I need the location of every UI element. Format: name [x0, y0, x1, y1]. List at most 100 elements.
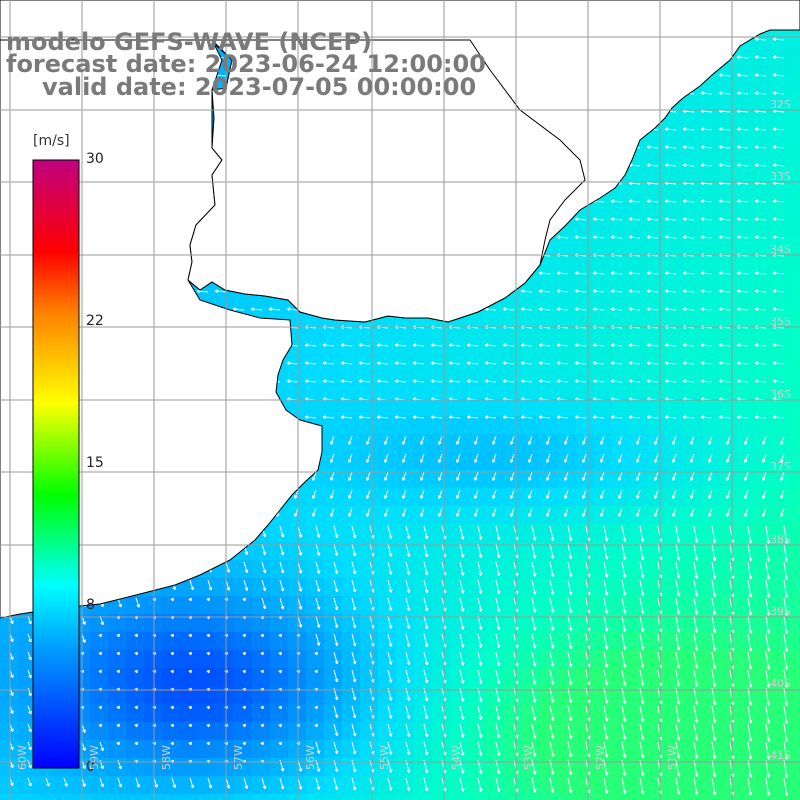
wind-arrow-head	[664, 217, 669, 220]
speed-cell	[702, 254, 720, 272]
wind-arrow-head	[682, 163, 687, 166]
speed-cell	[180, 668, 198, 686]
speed-cell	[378, 650, 396, 668]
speed-cell	[450, 776, 468, 794]
speed-cell	[738, 308, 756, 326]
wind-arrow-head	[628, 415, 633, 418]
wind-arrow	[737, 146, 749, 149]
speed-cell	[504, 416, 522, 434]
speed-cell	[648, 668, 666, 686]
wind-arrow-head	[322, 361, 327, 364]
speed-cell	[180, 776, 198, 794]
wind-arrow-head	[304, 361, 309, 364]
wind-arrow-head	[520, 397, 525, 400]
speed-cell	[144, 794, 162, 800]
wind-arrow-head	[682, 415, 687, 418]
wind-arrow	[773, 308, 785, 311]
speed-cell	[594, 254, 612, 272]
speed-cell	[504, 722, 522, 740]
speed-cell	[792, 632, 800, 650]
speed-cell	[18, 650, 36, 668]
speed-cell	[792, 254, 800, 272]
speed-cell	[774, 632, 792, 650]
speed-cell	[540, 704, 558, 722]
speed-cell	[162, 632, 180, 650]
speed-cell	[756, 704, 774, 722]
speed-cell	[738, 74, 756, 92]
speed-cell	[522, 722, 540, 740]
wind-arrow	[773, 74, 785, 77]
speed-cell	[396, 398, 414, 416]
wind-arrow	[647, 182, 659, 185]
speed-cell	[648, 218, 666, 236]
speed-cell	[774, 38, 792, 56]
speed-cell	[396, 740, 414, 758]
wind-arrow	[737, 128, 749, 131]
speed-cell	[234, 722, 252, 740]
speed-cell	[612, 326, 630, 344]
wind-arrow	[773, 146, 785, 149]
speed-cell	[738, 704, 756, 722]
speed-cell	[756, 776, 774, 794]
wind-arrow	[755, 272, 767, 275]
speed-cell	[504, 776, 522, 794]
speed-cell	[450, 416, 468, 434]
speed-cell	[612, 560, 630, 578]
speed-cell	[720, 722, 738, 740]
speed-cell	[396, 758, 414, 776]
speed-cell	[792, 560, 800, 578]
speed-cell	[738, 560, 756, 578]
wind-arrow	[287, 380, 299, 383]
speed-cell	[792, 668, 800, 686]
speed-cell	[414, 362, 432, 380]
wind-arrow	[636, 435, 641, 445]
speed-cell	[252, 722, 270, 740]
speed-cell	[0, 668, 18, 686]
speed-cell	[90, 668, 108, 686]
wind-arrow	[521, 344, 533, 347]
wind-arrow-head	[628, 379, 633, 382]
speed-cell	[126, 704, 144, 722]
speed-cell	[738, 344, 756, 362]
speed-cell	[486, 758, 504, 776]
speed-cell	[504, 758, 522, 776]
wind-arrow	[647, 146, 659, 149]
wind-arrow	[521, 290, 533, 293]
wind-arrow-head	[286, 397, 291, 400]
wind-arrow-head	[592, 271, 597, 274]
speed-cell	[738, 632, 756, 650]
wind-arrow	[755, 128, 767, 131]
speed-cell	[540, 722, 558, 740]
wind-arrow	[773, 182, 785, 185]
wind-arrow	[701, 272, 713, 275]
speed-cell	[144, 704, 162, 722]
speed-cell	[90, 740, 108, 758]
wind-arrow	[341, 344, 353, 347]
speed-cell	[144, 776, 162, 794]
wind-arrow	[575, 416, 587, 419]
speed-cell	[576, 380, 594, 398]
speed-cell	[738, 236, 756, 254]
speed-cell	[594, 560, 612, 578]
wind-arrow-head	[322, 415, 327, 418]
wind-arrow	[665, 380, 677, 383]
wind-arrow-head	[736, 217, 741, 220]
wind-arrow	[413, 416, 425, 419]
speed-cell	[324, 758, 342, 776]
speed-cell	[486, 362, 504, 380]
speed-cell	[702, 182, 720, 200]
speed-cell	[774, 344, 792, 362]
speed-cell	[558, 362, 576, 380]
speed-cell	[702, 362, 720, 380]
speed-cell	[270, 722, 288, 740]
wind-arrow	[737, 164, 749, 167]
wind-arrow-head	[646, 217, 651, 220]
wind-arrow-head	[610, 199, 615, 202]
wind-arrow-head	[574, 397, 579, 400]
wind-arrow	[647, 164, 659, 167]
speed-cell	[792, 524, 800, 542]
wind-arrow-head	[700, 91, 705, 94]
speed-cell	[792, 272, 800, 290]
speed-cell	[774, 596, 792, 614]
speed-cell	[738, 416, 756, 434]
